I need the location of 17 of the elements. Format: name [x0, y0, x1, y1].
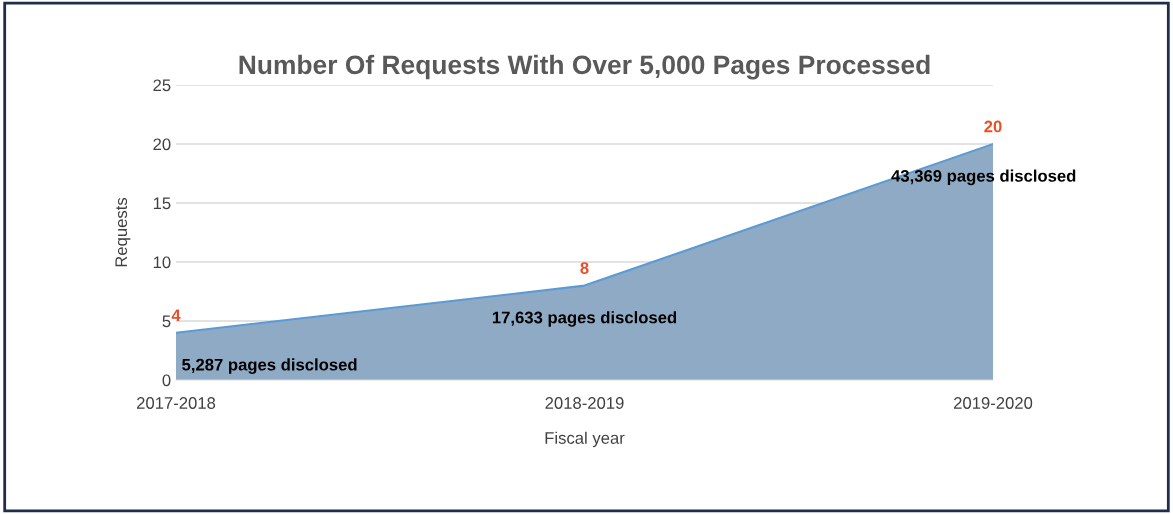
y-tick-label: 10 — [153, 256, 171, 269]
x-axis-title: Fiscal year — [545, 431, 625, 448]
chart-title: Number Of Requests With Over 5,000 Pages Processed — [239, 54, 930, 80]
y-tick-label: 25 — [153, 79, 171, 92]
y-tick-label: 0 — [162, 374, 171, 387]
y-tick-label: 20 — [153, 138, 171, 151]
x-tick-label: 2017-2018 — [136, 397, 216, 409]
x-tick-label: 2018-2019 — [545, 397, 624, 409]
y-axis-title: Requests — [115, 197, 131, 267]
y-tick-label: 15 — [153, 197, 171, 210]
annotation: 17,633 pages disclosed — [492, 311, 677, 327]
annotation: 5,287 pages disclosed — [182, 358, 357, 374]
data-label: 4 — [171, 309, 181, 322]
y-tick-label: 5 — [162, 315, 171, 328]
x-tick-label: 2019-2020 — [953, 397, 1033, 409]
data-label: 8 — [580, 262, 589, 274]
data-label: 20 — [984, 120, 1002, 133]
